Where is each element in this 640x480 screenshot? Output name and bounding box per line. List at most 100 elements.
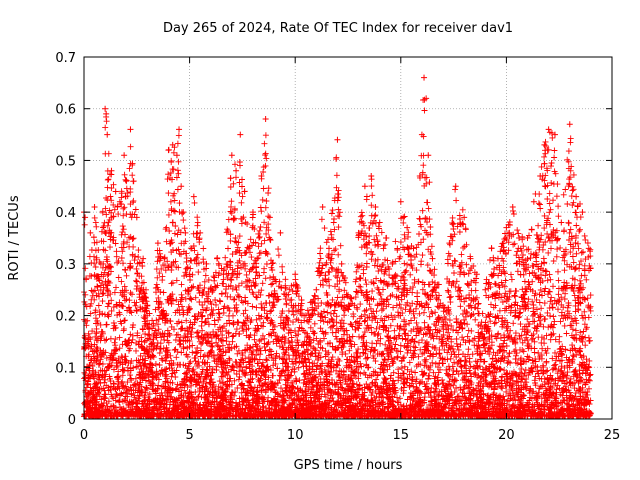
data-point: [85, 338, 92, 345]
data-point: [585, 245, 592, 252]
data-point: [82, 214, 89, 221]
x-axis-label: GPS time / hours: [294, 458, 403, 473]
x-tick-label: 25: [604, 428, 621, 443]
data-point: [207, 286, 214, 293]
data-point: [91, 203, 98, 210]
data-point: [325, 245, 332, 252]
data-point: [573, 193, 580, 200]
axis-ticks: 0 5 10 15 20 25 0 0.1 0.2 0.3 0.4 0.5 0.6 0.7: [55, 51, 620, 443]
data-point: [355, 229, 362, 236]
data-point: [524, 235, 531, 241]
data-point: [551, 131, 558, 138]
data-point: [292, 271, 299, 278]
data-point: [376, 219, 383, 226]
data-point: [228, 152, 235, 159]
data-point: [220, 271, 227, 278]
x-tick-label: 0: [80, 428, 88, 443]
plot-frame: [83, 56, 613, 420]
data-point: [440, 302, 447, 309]
data-point: [180, 209, 187, 216]
data-points: [81, 74, 594, 420]
data-point: [197, 229, 204, 236]
y-tick-label: 0.7: [55, 51, 76, 66]
data-point: [494, 255, 501, 262]
data-point: [435, 281, 442, 288]
data-point: [351, 302, 358, 309]
y-tick-label: 0.1: [55, 361, 76, 376]
data-point: [123, 178, 130, 185]
y-tick-label: 0: [68, 413, 76, 428]
data-point: [488, 245, 495, 252]
data-point: [545, 126, 552, 133]
data-point: [423, 95, 430, 102]
data-point: [503, 224, 510, 231]
data-point: [368, 172, 375, 179]
data-point: [416, 172, 423, 179]
y-tick-label: 0.6: [55, 103, 76, 118]
chart-title: Day 265 of 2024, Rate Of TEC Index for r…: [163, 21, 513, 36]
data-point: [461, 214, 468, 221]
data-point: [266, 214, 273, 221]
data-point: [425, 152, 432, 159]
data-point: [258, 172, 265, 179]
data-point: [372, 203, 379, 210]
data-point: [334, 136, 341, 143]
data-point: [389, 260, 396, 267]
data-point: [421, 74, 428, 81]
data-point: [482, 286, 489, 293]
data-point: [558, 219, 565, 226]
data-point: [161, 255, 168, 262]
data-point: [173, 152, 180, 159]
x-tick-label: 15: [393, 428, 410, 443]
data-point: [237, 131, 244, 138]
data-point: [249, 209, 256, 216]
data-point: [404, 224, 411, 231]
data-point: [298, 297, 305, 304]
data-point: [165, 147, 172, 154]
data-point: [516, 235, 523, 241]
data-point: [338, 260, 345, 267]
data-point: [537, 172, 544, 179]
data-point: [262, 116, 269, 123]
data-point: [116, 198, 123, 205]
data-point: [127, 126, 134, 133]
data-point: [304, 307, 311, 314]
data-point: [169, 141, 176, 148]
data-point: [509, 203, 516, 210]
data-point: [182, 229, 189, 236]
data-point: [176, 126, 183, 133]
x-tick-label: 5: [185, 428, 193, 443]
scatter-cloud: [81, 96, 594, 420]
y-tick-label: 0.3: [55, 258, 76, 273]
data-point: [446, 240, 453, 247]
data-point: [140, 255, 147, 262]
data-point: [383, 235, 390, 241]
data-point: [214, 255, 221, 262]
y-tick-label: 0.2: [55, 310, 76, 325]
x-tick-label: 20: [498, 428, 515, 443]
data-point: [541, 141, 548, 148]
data-point: [233, 167, 240, 174]
data-point: [467, 255, 474, 262]
data-point: [84, 317, 91, 324]
y-tick-label: 0.4: [55, 206, 76, 221]
data-point: [277, 229, 284, 236]
data-point: [283, 291, 290, 298]
x-tick-label: 10: [287, 428, 304, 443]
data-point: [112, 188, 119, 195]
y-axis-label: ROTI / TECUs: [7, 195, 22, 280]
data-point: [397, 198, 404, 205]
data-point: [190, 193, 197, 200]
data-point: [319, 203, 326, 210]
data-point: [178, 183, 185, 190]
data-point: [133, 214, 140, 221]
data-point: [245, 245, 252, 252]
data-point: [452, 183, 459, 190]
data-point: [241, 188, 248, 195]
data-point: [104, 131, 111, 138]
data-point: [579, 209, 586, 216]
data-point: [313, 286, 320, 293]
data-point: [345, 291, 351, 298]
y-tick-label: 0.5: [55, 154, 76, 169]
